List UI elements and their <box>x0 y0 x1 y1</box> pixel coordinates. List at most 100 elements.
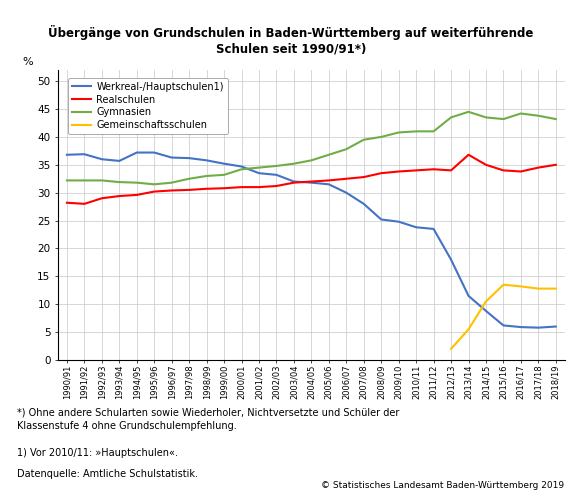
Werkreal-/Hauptschulen1) <box>308 180 315 186</box>
Realschulen <box>535 164 542 170</box>
Gymnasien <box>482 114 489 120</box>
Realschulen <box>395 168 402 174</box>
Realschulen <box>151 188 158 194</box>
Text: Datenquelle: Amtliche Schulstatistik.: Datenquelle: Amtliche Schulstatistik. <box>17 469 198 479</box>
Realschulen <box>430 166 437 172</box>
Gymnasien <box>255 164 262 170</box>
Line: Gymnasien: Gymnasien <box>67 112 556 184</box>
Werkreal-/Hauptschulen1) <box>413 224 420 230</box>
Realschulen <box>500 168 507 173</box>
Gymnasien <box>273 163 280 169</box>
Gymnasien <box>238 166 245 172</box>
Werkreal-/Hauptschulen1) <box>465 293 472 299</box>
Gymnasien <box>535 112 542 118</box>
Gymnasien <box>308 158 315 164</box>
Realschulen <box>378 170 385 176</box>
Werkreal-/Hauptschulen1) <box>81 151 88 157</box>
Realschulen <box>63 200 70 205</box>
Gymnasien <box>151 182 158 188</box>
Werkreal-/Hauptschulen1) <box>482 308 489 314</box>
Werkreal-/Hauptschulen1) <box>535 324 542 330</box>
Gymnasien <box>448 114 455 120</box>
Gemeinschaftsschulen <box>500 282 507 288</box>
Werkreal-/Hauptschulen1) <box>116 158 123 164</box>
Gemeinschaftsschulen <box>448 346 455 352</box>
Werkreal-/Hauptschulen1) <box>325 182 332 188</box>
Werkreal-/Hauptschulen1) <box>151 150 158 156</box>
Gymnasien <box>517 110 524 116</box>
Gymnasien <box>360 136 367 142</box>
Gymnasien <box>186 176 193 182</box>
Gymnasien <box>133 180 140 186</box>
Werkreal-/Hauptschulen1) <box>430 226 437 232</box>
Gymnasien <box>325 152 332 158</box>
Werkreal-/Hauptschulen1) <box>360 201 367 207</box>
Realschulen <box>552 162 559 168</box>
Realschulen <box>133 192 140 198</box>
Realschulen <box>98 196 105 202</box>
Realschulen <box>273 183 280 189</box>
Realschulen <box>360 174 367 180</box>
Gymnasien <box>98 178 105 184</box>
Realschulen <box>290 180 297 186</box>
Realschulen <box>238 184 245 190</box>
Text: *) Ohne andere Schularten sowie Wiederholer, Nichtversetzte und Schüler der
Klas: *) Ohne andere Schularten sowie Wiederho… <box>17 408 400 430</box>
Realschulen <box>482 162 489 168</box>
Gemeinschaftsschulen <box>465 326 472 332</box>
Gymnasien <box>343 146 350 152</box>
Gymnasien <box>63 178 70 184</box>
Realschulen <box>203 186 210 192</box>
Realschulen <box>308 178 315 184</box>
Gemeinschaftsschulen <box>535 286 542 292</box>
Text: 1) Vor 2010/11: »Hauptschulen«.: 1) Vor 2010/11: »Hauptschulen«. <box>17 448 179 458</box>
Realschulen <box>448 168 455 173</box>
Werkreal-/Hauptschulen1) <box>238 164 245 170</box>
Werkreal-/Hauptschulen1) <box>133 150 140 156</box>
Werkreal-/Hauptschulen1) <box>290 178 297 184</box>
Werkreal-/Hauptschulen1) <box>98 156 105 162</box>
Text: Übergänge von Grundschulen in Baden-Württemberg auf weiterführende
Schulen seit : Übergänge von Grundschulen in Baden-Würt… <box>48 25 534 55</box>
Realschulen <box>517 168 524 174</box>
Gymnasien <box>465 109 472 115</box>
Realschulen <box>413 168 420 173</box>
Werkreal-/Hauptschulen1) <box>500 322 507 328</box>
Legend: Werkreal-/Hauptschulen1), Realschulen, Gymnasien, Gemeinschaftsschulen: Werkreal-/Hauptschulen1), Realschulen, G… <box>68 78 228 134</box>
Werkreal-/Hauptschulen1) <box>517 324 524 330</box>
Werkreal-/Hauptschulen1) <box>343 190 350 196</box>
Gymnasien <box>413 128 420 134</box>
Line: Gemeinschaftsschulen: Gemeinschaftsschulen <box>451 284 556 349</box>
Werkreal-/Hauptschulen1) <box>255 170 262 176</box>
Line: Realschulen: Realschulen <box>67 155 556 204</box>
Gymnasien <box>552 116 559 122</box>
Gymnasien <box>378 134 385 140</box>
Y-axis label: %: % <box>23 57 33 67</box>
Gemeinschaftsschulen <box>482 298 489 304</box>
Realschulen <box>221 185 228 191</box>
Text: © Statistisches Landesamt Baden-Württemberg 2019: © Statistisches Landesamt Baden-Württemb… <box>321 481 565 490</box>
Werkreal-/Hauptschulen1) <box>448 256 455 262</box>
Realschulen <box>255 184 262 190</box>
Realschulen <box>465 152 472 158</box>
Gymnasien <box>395 130 402 136</box>
Gymnasien <box>430 128 437 134</box>
Gymnasien <box>116 179 123 185</box>
Werkreal-/Hauptschulen1) <box>273 172 280 178</box>
Gymnasien <box>221 172 228 178</box>
Realschulen <box>343 176 350 182</box>
Realschulen <box>81 201 88 207</box>
Gymnasien <box>500 116 507 122</box>
Realschulen <box>186 187 193 193</box>
Gemeinschaftsschulen <box>517 284 524 290</box>
Gymnasien <box>290 160 297 166</box>
Gymnasien <box>168 180 175 186</box>
Gymnasien <box>81 178 88 184</box>
Werkreal-/Hauptschulen1) <box>63 152 70 158</box>
Realschulen <box>325 178 332 184</box>
Werkreal-/Hauptschulen1) <box>378 216 385 222</box>
Gymnasien <box>203 173 210 179</box>
Werkreal-/Hauptschulen1) <box>203 158 210 164</box>
Realschulen <box>168 188 175 194</box>
Realschulen <box>116 193 123 199</box>
Gemeinschaftsschulen <box>552 286 559 292</box>
Werkreal-/Hauptschulen1) <box>395 218 402 224</box>
